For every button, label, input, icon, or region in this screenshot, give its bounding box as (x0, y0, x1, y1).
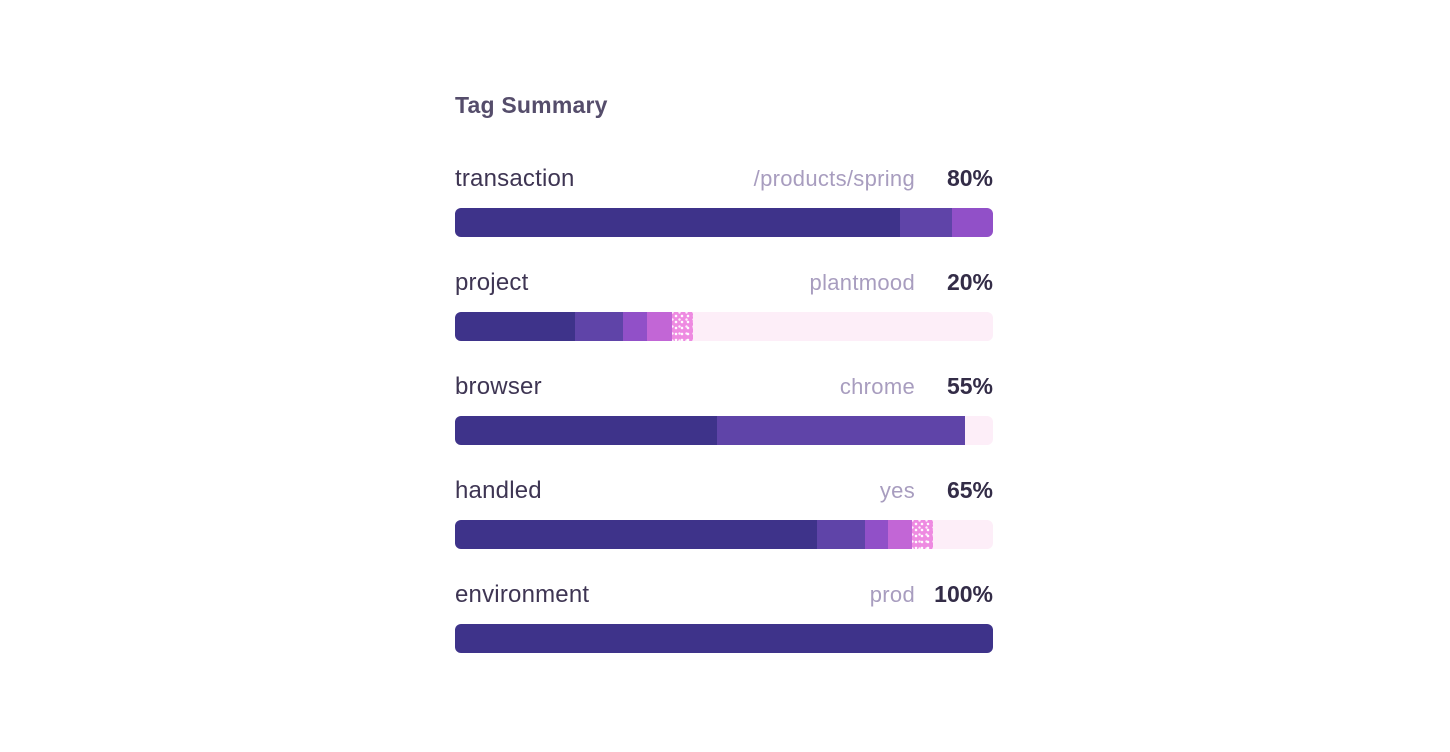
panel-title: Tag Summary (455, 92, 608, 118)
tag-row-header: handled yes 65% (455, 477, 993, 505)
bar-segment[interactable] (864, 520, 889, 549)
tag-distribution-bar[interactable] (455, 208, 993, 237)
tag-row-header: transaction /products/spring 80% (455, 165, 993, 193)
tag-name[interactable]: handled (455, 477, 542, 504)
tag-row-header: browser chrome 55% (455, 373, 993, 401)
tag-top-value-percent: 80% (946, 165, 993, 191)
tag-row-header: project plantmood 20% (455, 269, 993, 297)
tag-top-value: plantmood (809, 270, 915, 295)
bar-segment[interactable] (817, 520, 865, 549)
bar-segment[interactable] (899, 208, 953, 237)
tag-row-header: environment prod 100% (455, 581, 993, 609)
bar-segment[interactable] (455, 312, 575, 341)
bar-segment[interactable] (671, 312, 693, 341)
tag-name[interactable]: browser (455, 373, 542, 400)
tag-row-transaction: transaction /products/spring 80% (455, 165, 993, 237)
tag-row-handled: handled yes 65% (455, 477, 993, 549)
tag-distribution-bar[interactable] (455, 312, 993, 341)
tag-row-project: project plantmood 20% (455, 269, 993, 341)
tag-top-value: /products/spring (753, 166, 915, 191)
tag-row-environment: environment prod 100% (455, 581, 993, 653)
bar-segment[interactable] (455, 208, 900, 237)
bar-segment[interactable] (455, 520, 818, 549)
tag-top-value: prod (869, 582, 915, 607)
bar-segment[interactable] (574, 312, 623, 341)
tag-name[interactable]: transaction (455, 165, 575, 192)
tag-distribution-bar[interactable] (455, 416, 993, 445)
tag-top-value-percent: 65% (946, 477, 993, 503)
bar-segment[interactable] (455, 624, 993, 653)
tag-name[interactable]: project (455, 269, 529, 296)
tag-distribution-bar[interactable] (455, 624, 993, 653)
tag-top-value: chrome (839, 374, 915, 399)
bar-segment[interactable] (455, 416, 717, 445)
tag-distribution-bar[interactable] (455, 520, 993, 549)
bar-segment[interactable] (912, 520, 934, 549)
tag-top-value-percent: 55% (946, 373, 993, 399)
bar-segment[interactable] (952, 208, 993, 237)
tag-name[interactable]: environment (455, 581, 590, 608)
tag-top-value-percent: 20% (946, 269, 993, 295)
bar-segment[interactable] (717, 416, 966, 445)
bar-segment[interactable] (888, 520, 913, 549)
bar-segment[interactable] (622, 312, 648, 341)
tag-summary-panel: Tag Summary transaction /products/spring… (455, 91, 993, 653)
tag-top-value: yes (879, 478, 915, 503)
bar-segment[interactable] (647, 312, 672, 341)
tag-row-browser: browser chrome 55% (455, 373, 993, 445)
tag-top-value-percent: 100% (934, 581, 993, 607)
